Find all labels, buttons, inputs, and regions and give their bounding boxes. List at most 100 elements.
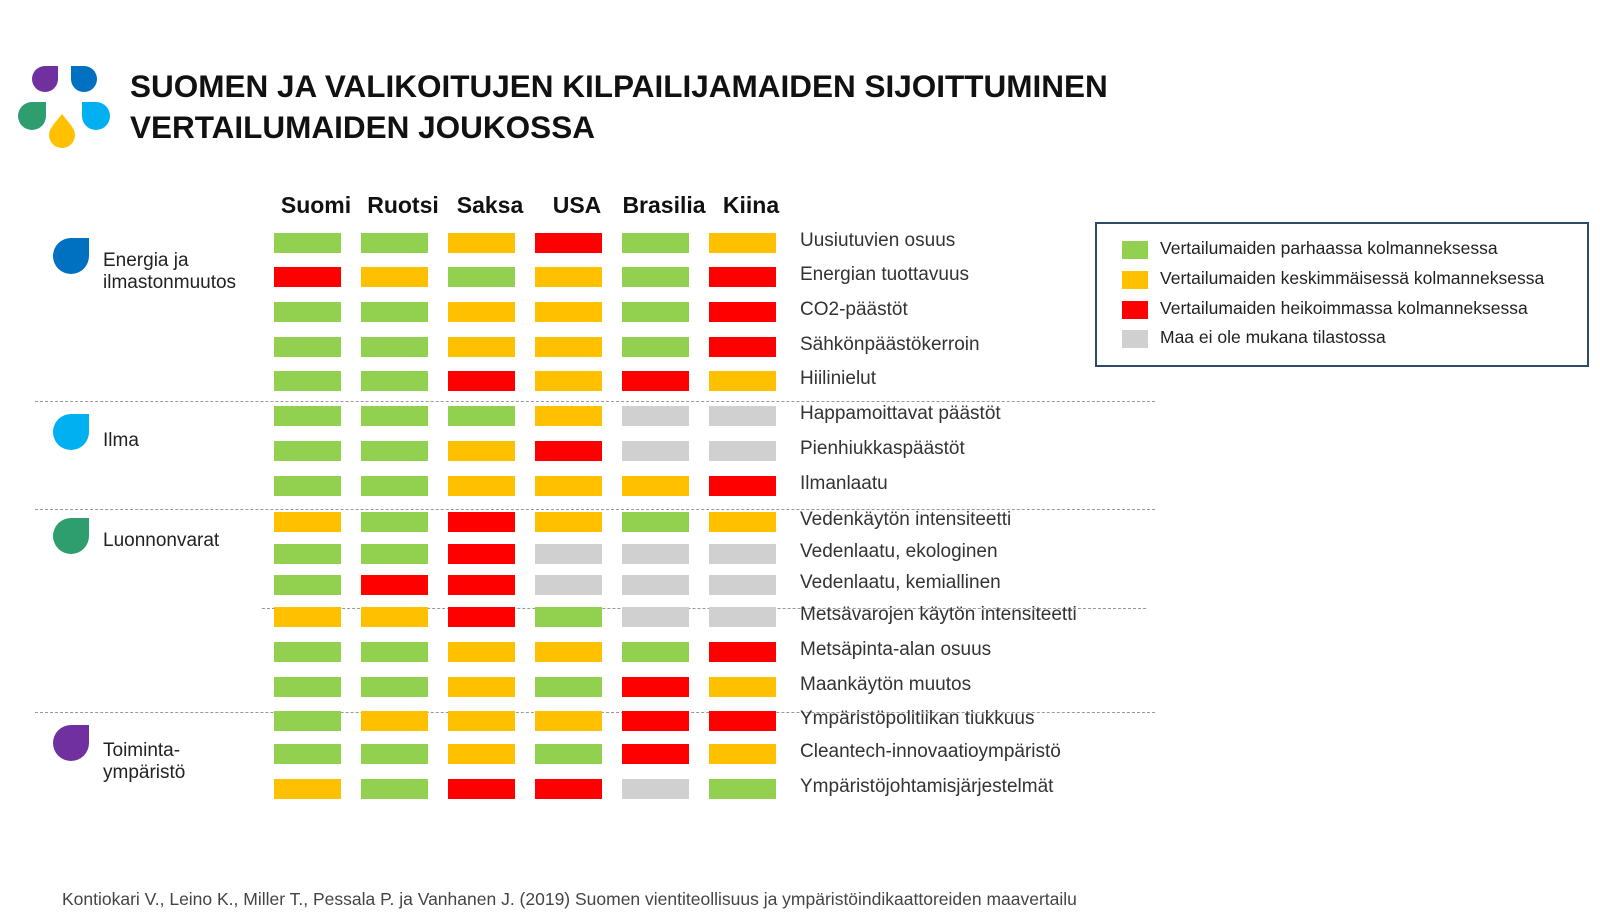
indicator-label: Metsäpinta-alan osuus	[800, 639, 992, 660]
rating-cell-saksa-medium	[448, 677, 515, 697]
column-header-usa: USA	[552, 192, 602, 218]
rating-cell-ruotsi-good	[361, 476, 428, 496]
logo-drop-yellow	[49, 114, 75, 148]
legend-label-good: Vertailumaiden parhaassa kolmanneksessa	[1160, 238, 1498, 258]
page-title-line-2: VERTAILUMAIDEN JOUKOSSA	[130, 109, 595, 145]
rating-cell-brasilia-na	[622, 607, 689, 627]
legend-swatch-medium	[1122, 271, 1148, 289]
page-title-line-1: SUOMEN JA VALIKOITUJEN KILPAILIJAMAIDEN …	[130, 68, 1108, 104]
group-label-air: Ilma	[103, 430, 139, 451]
rating-cell-kiina-medium	[709, 233, 776, 253]
legend-swatch-weak	[1122, 301, 1148, 319]
rating-cell-usa-weak	[535, 441, 602, 461]
rating-cell-brasilia-good	[622, 302, 689, 322]
indicator-label: Ympäristöjohtamisjärjestelmät	[800, 776, 1054, 797]
legend-swatch-good	[1122, 241, 1148, 259]
rating-cell-suomi-good	[274, 642, 341, 662]
rating-cell-saksa-medium	[448, 476, 515, 496]
rating-cell-brasilia-na	[622, 575, 689, 595]
rating-cell-saksa-weak	[448, 512, 515, 532]
rating-cell-kiina-medium	[709, 677, 776, 697]
rating-cell-ruotsi-good	[361, 233, 428, 253]
rating-cell-brasilia-na	[622, 441, 689, 461]
rating-cell-usa-medium	[535, 711, 602, 731]
rating-cell-brasilia-na	[622, 544, 689, 564]
logo-drop-lightblue	[82, 102, 110, 130]
rating-cell-saksa-medium	[448, 642, 515, 662]
rating-cell-suomi-good	[274, 233, 341, 253]
legend: Vertailumaiden parhaassa kolmanneksessa …	[1095, 222, 1589, 367]
rating-cell-ruotsi-weak	[361, 575, 428, 595]
rating-cell-usa-weak	[535, 233, 602, 253]
rating-cell-brasilia-weak	[622, 744, 689, 764]
rating-cell-kiina-medium	[709, 512, 776, 532]
indicator-label: Happamoittavat päästöt	[800, 403, 1001, 424]
subgroup-separator	[262, 608, 1146, 609]
rating-cell-ruotsi-good	[361, 441, 428, 461]
rating-cell-kiina-na	[709, 544, 776, 564]
indicator-label: Maankäytön muutos	[800, 674, 972, 695]
indicator-label: CO2-päästöt	[800, 299, 908, 320]
rating-cell-suomi-good	[274, 441, 341, 461]
rating-cell-ruotsi-good	[361, 744, 428, 764]
group-separator	[35, 509, 1155, 510]
rating-cell-suomi-good	[274, 744, 341, 764]
rating-cell-suomi-medium	[274, 512, 341, 532]
legend-label-weak: Vertailumaiden heikoimmassa kolmannekses…	[1160, 298, 1528, 318]
rating-cell-saksa-good	[448, 406, 515, 426]
rating-cell-kiina-na	[709, 406, 776, 426]
rating-cell-usa-medium	[535, 371, 602, 391]
rating-cell-usa-medium	[535, 267, 602, 287]
logo-drop-purple	[32, 66, 58, 92]
rating-cell-ruotsi-good	[361, 302, 428, 322]
rating-cell-brasilia-good	[622, 512, 689, 532]
drop-icon-energy	[53, 238, 89, 274]
indicator-label: Ilmanlaatu	[800, 473, 888, 494]
rating-cell-usa-medium	[535, 337, 602, 357]
rating-cell-suomi-good	[274, 677, 341, 697]
rating-cell-kiina-good	[709, 779, 776, 799]
indicator-label: Energian tuottavuus	[800, 264, 970, 285]
rating-cell-kiina-medium	[709, 744, 776, 764]
indicator-label: Cleantech-innovaatioympäristö	[800, 741, 1061, 762]
rating-cell-suomi-good	[274, 406, 341, 426]
rating-cell-usa-medium	[535, 512, 602, 532]
rating-cell-suomi-medium	[274, 607, 341, 627]
rating-cell-brasilia-weak	[622, 711, 689, 731]
group-separator	[35, 401, 1155, 402]
indicator-label: Pienhiukkaspäästöt	[800, 438, 965, 459]
group-label-energy: Energia ja ilmastonmuutos	[103, 250, 237, 293]
column-header-suomi: Suomi	[280, 192, 352, 218]
rating-cell-brasilia-good	[622, 337, 689, 357]
rating-cell-suomi-good	[274, 371, 341, 391]
rating-cell-saksa-medium	[448, 337, 515, 357]
rating-cell-saksa-weak	[448, 371, 515, 391]
rating-cell-ruotsi-good	[361, 642, 428, 662]
rating-cell-suomi-good	[274, 544, 341, 564]
rating-cell-usa-good	[535, 607, 602, 627]
rating-cell-brasilia-good	[622, 642, 689, 662]
rating-cell-ruotsi-good	[361, 512, 428, 532]
rating-cell-ruotsi-good	[361, 371, 428, 391]
drop-icon-environment	[53, 725, 89, 761]
group-label-resources: Luonnonvarat	[103, 530, 220, 551]
rating-cell-saksa-medium	[448, 233, 515, 253]
rating-cell-usa-medium	[535, 642, 602, 662]
rating-cell-usa-good	[535, 677, 602, 697]
column-header-ruotsi: Ruotsi	[367, 192, 439, 218]
indicator-label: Vedenkäytön intensiteetti	[800, 509, 1012, 530]
rating-cell-usa-good	[535, 744, 602, 764]
rating-cell-ruotsi-medium	[361, 267, 428, 287]
rating-cell-brasilia-na	[622, 779, 689, 799]
source-citation: Kontiokari V., Leino K., Miller T., Pess…	[62, 889, 1077, 909]
legend-swatch-na	[1122, 330, 1148, 348]
rating-cell-usa-na	[535, 544, 602, 564]
rating-cell-suomi-weak	[274, 267, 341, 287]
rating-cell-saksa-medium	[448, 711, 515, 731]
rating-cell-suomi-medium	[274, 779, 341, 799]
column-header-kiina: Kiina	[722, 192, 780, 218]
rating-cell-kiina-weak	[709, 302, 776, 322]
rating-cell-usa-na	[535, 575, 602, 595]
drop-icon-air	[53, 414, 89, 450]
rating-cell-brasilia-good	[622, 267, 689, 287]
